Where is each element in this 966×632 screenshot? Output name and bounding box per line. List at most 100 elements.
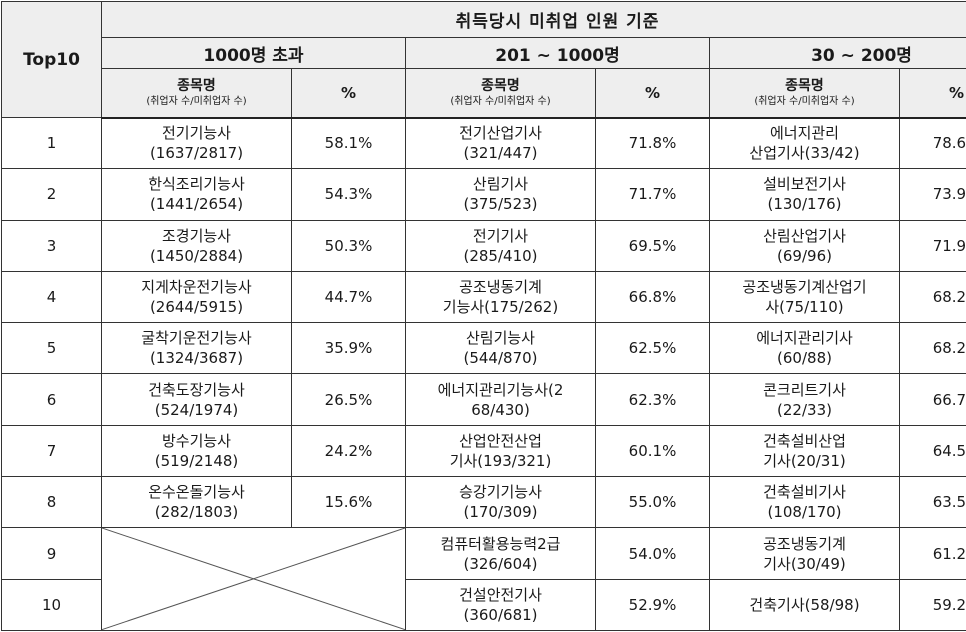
group-header-3: 30 ~ 200명 [708, 37, 966, 69]
item-name: 한식조리기능사 [148, 175, 245, 194]
item-name: 콘크리트기사 [763, 380, 846, 399]
table-row: 6 건축도장기능사 (524/1974) 26.5% 에너지관리기능사(2 68/430)… [1, 373, 966, 426]
item-name: 건축설비기사 [763, 483, 846, 502]
diagonal-cross [102, 528, 405, 630]
item-name-cell: 에너지관리 산업기사(33/42) [709, 116, 900, 170]
top10-header: Top10 [1, 1, 102, 118]
item-name-cell: 건축설비산업 기사(20/31) [709, 424, 900, 478]
item-name-cell: 건축도장기능사 (524/1974) [101, 373, 292, 426]
rank-cell: 10 [1, 578, 102, 631]
item-name-cell: 산림산업기사 (69/96) [709, 219, 900, 272]
item-counts: 기능사(175/262) [442, 298, 559, 317]
rank-cell: 9 [1, 527, 102, 580]
item-counts: (321/447) [463, 144, 538, 163]
item-name-cell: 에너지관리기사 (60/88) [709, 322, 900, 375]
empty-crossed-cell [101, 527, 406, 631]
rank-cell: 1 [1, 116, 102, 170]
rank-cell: 6 [1, 373, 102, 426]
item-name-cell: 온수온돌기능사 (282/1803) [101, 476, 292, 529]
percent-cell: 68.2% [898, 322, 966, 375]
table-row: 7 방수기능사 (519/2148) 24.2% 산업안전산업 기사(193/321) 60… [1, 424, 966, 478]
item-name: 전기산업기사 [459, 124, 542, 143]
item-name: 컴퓨터활용능력2급 [440, 534, 561, 553]
item-name-cell: 한식조리기능사 (1441/2654) [101, 168, 292, 221]
item-counts: 기사(20/31) [763, 451, 846, 470]
item-name: 전기기사 [472, 226, 529, 245]
percent-cell: 62.3% [595, 373, 710, 426]
table-row: 2 한식조리기능사 (1441/2654) 54.3% 산림기사 (375/523) 71.… [1, 168, 966, 221]
item-counts: (282/1803) [154, 503, 239, 522]
table-row: 1 전기기능사 (1637/2817) 58.1% 전기산업기사 (321/447) 71.… [1, 116, 966, 170]
item-name-cell: 공조냉동기계산업기 사(75/110) [709, 270, 900, 324]
percent-cell: 78.6% [898, 116, 966, 170]
item-name-cell: 산림기능사 (544/870) [405, 322, 596, 375]
item-name-cell: 산업안전산업 기사(193/321) [405, 424, 596, 478]
item-counts: (108/170) [767, 503, 842, 522]
item-name: 설비보전기사 [763, 175, 846, 194]
table-body: 1 전기기능사 (1637/2817) 58.1% 전기산업기사 (321/447) 71.… [1, 116, 966, 631]
item-name: 공조냉동기계산업기 [742, 278, 867, 297]
item-name: 공조냉동기계 [763, 534, 846, 553]
percent-cell: 64.5% [898, 424, 966, 478]
percent-cell: 35.9% [291, 322, 406, 375]
percent-cell: 54.0% [595, 527, 710, 580]
table-row: 9 컴퓨터활용능력2급 (326/604) 54.0% 공조냉동기계 기사(30/49) 6… [1, 527, 966, 631]
item-name: 산림산업기사 [763, 226, 846, 245]
item-name: 건설안전기사 [459, 585, 542, 604]
rank-cell: 3 [1, 219, 102, 272]
item-name-cell: 컴퓨터활용능력2급 (326/604) [405, 527, 596, 580]
rank-cell: 2 [1, 168, 102, 221]
rank-cell: 5 [1, 322, 102, 375]
item-name-cell: 조경기능사 (1450/2884) [101, 219, 292, 272]
table-row: 5 굴착기운전기능사 (1324/3687) 35.9% 산림기능사 (544/870) 6… [1, 322, 966, 375]
item-name-cell: 전기기능사 (1637/2817) [101, 116, 292, 170]
name-column-header: 종목명 (취업자 수/미취업자 수) [405, 68, 596, 119]
percent-cell: 71.7% [595, 168, 710, 221]
table-row: 3 조경기능사 (1450/2884) 50.3% 전기기사 (285/410) 69.5%… [1, 219, 966, 272]
item-name: 에너지관리기능사(2 [437, 380, 564, 399]
percent-cell: 73.9% [898, 168, 966, 221]
percent-cell: 71.8% [595, 116, 710, 170]
item-counts: (360/681) [463, 605, 538, 624]
item-name-cell: 방수기능사 (519/2148) [101, 424, 292, 478]
percent-cell: 62.5% [595, 322, 710, 375]
item-name: 공조냉동기계 [459, 278, 542, 297]
item-counts: (1441/2654) [149, 195, 244, 214]
criteria-title: 취득당시 미취업 인원 기준 [100, 1, 966, 38]
item-counts: (326/604) [463, 554, 538, 573]
percent-cell: 63.5% [898, 476, 966, 529]
item-name-cell: 전기산업기사 (321/447) [405, 116, 596, 170]
item-name-cell: 건축설비기사 (108/170) [709, 476, 900, 529]
item-name: 방수기능사 [161, 431, 231, 450]
percent-column-header: % [595, 68, 710, 119]
item-name: 승강기기능사 [459, 483, 542, 502]
item-counts: (1450/2884) [149, 246, 244, 265]
table-header: Top10 취득당시 미취업 인원 기준 1000명 초과 201 ~ 1000… [1, 1, 966, 119]
item-name: 건축기사(58/98) [749, 595, 860, 614]
percent-column-header: % [291, 68, 406, 119]
item-counts: (22/33) [777, 400, 832, 419]
item-counts: 68/430) [471, 400, 530, 419]
item-counts: 기사(193/321) [449, 451, 552, 470]
group-header-2: 201 ~ 1000명 [405, 37, 710, 69]
item-name: 조경기능사 [161, 226, 231, 245]
percent-cell: 68.2% [898, 270, 966, 324]
item-counts: 산업기사(33/42) [749, 144, 860, 163]
percent-cell: 26.5% [291, 373, 406, 426]
percent-cell: 58.1% [291, 116, 406, 170]
item-name: 지게차운전기능사 [141, 278, 252, 297]
item-counts: (130/176) [767, 195, 842, 214]
item-name: 온수온돌기능사 [148, 483, 245, 502]
item-counts: (375/523) [463, 195, 538, 214]
item-name-cell: 굴착기운전기능사 (1324/3687) [101, 322, 292, 375]
percent-cell: 60.1% [595, 424, 710, 478]
rank-cell: 4 [1, 270, 102, 324]
item-name: 에너지관리 [769, 124, 839, 143]
item-name: 건축설비산업 [763, 431, 846, 450]
name-column-header: 종목명 (취업자 수/미취업자 수) [101, 68, 292, 119]
percent-cell: 55.0% [595, 476, 710, 529]
percent-cell: 69.5% [595, 219, 710, 272]
table-row: 8 온수온돌기능사 (282/1803) 15.6% 승강기기능사 (170/309) 55… [1, 476, 966, 529]
